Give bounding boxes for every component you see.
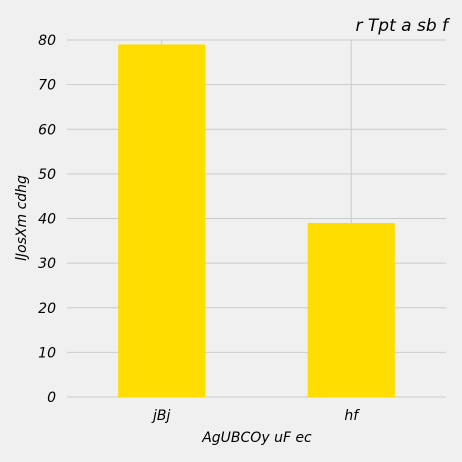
x-tick-label: jBj bbox=[151, 408, 170, 424]
y-tick-label: 10 bbox=[38, 345, 56, 361]
y-tick-label: 60 bbox=[38, 122, 56, 138]
y-tick-label: 30 bbox=[38, 256, 56, 272]
x-tick-label: hf bbox=[344, 408, 360, 424]
x-axis-label: AgUBCOy uF ec bbox=[201, 430, 312, 446]
y-axis-label: lJosXm cdhg bbox=[14, 175, 30, 261]
bar-jBj bbox=[118, 44, 206, 398]
y-tick-labels: 0 10 20 30 40 50 60 70 80 bbox=[38, 33, 56, 406]
x-tick-labels: jBj hf bbox=[151, 408, 360, 424]
chart-title: r Tpt a sb f bbox=[356, 16, 452, 36]
y-tick-label: 20 bbox=[38, 301, 56, 317]
y-tick-label: 50 bbox=[38, 167, 56, 183]
y-tick-label: 70 bbox=[38, 78, 56, 94]
y-tick-label: 80 bbox=[38, 33, 56, 49]
y-tick-label: 0 bbox=[47, 390, 56, 406]
bar-hf bbox=[307, 222, 395, 397]
y-tick-label: 40 bbox=[38, 212, 56, 228]
bars bbox=[118, 44, 395, 398]
